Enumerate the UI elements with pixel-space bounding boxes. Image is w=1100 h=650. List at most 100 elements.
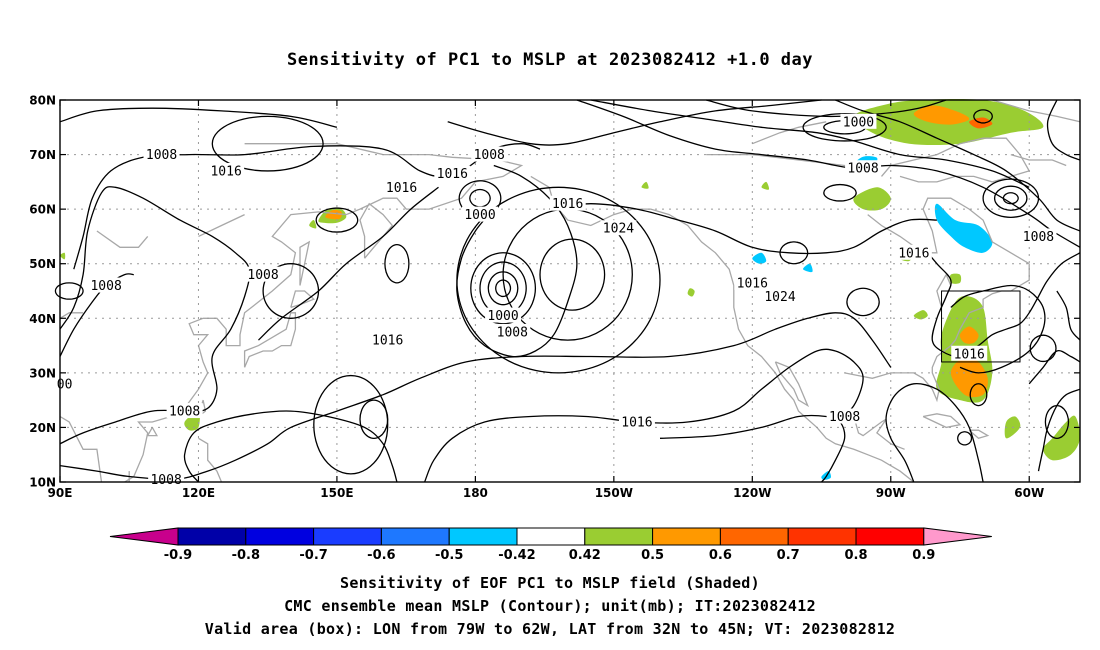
isobar-20 [1037, 388, 1081, 472]
caption-line-1: Sensitivity of EOF PC1 to MSLP field (Sh… [340, 574, 760, 592]
contour-label-22: 1008 [829, 410, 860, 425]
colorbar-label-0: -0.9 [164, 548, 192, 563]
shade-area-24 [641, 181, 649, 189]
map-frame [59, 99, 1081, 483]
isobar-closed-19 [823, 183, 857, 202]
contour-label-2: 1016 [386, 181, 417, 196]
contour-label-6: 1016 [552, 197, 583, 212]
contour-label-17: 1008 [497, 325, 528, 340]
contour-label-bg-1 [208, 162, 245, 178]
contour-label-bg-19 [951, 345, 988, 361]
lon-label-150E: 150E [320, 486, 353, 500]
colorbar-swatch-4 [448, 527, 518, 546]
contour-label-bg-10 [895, 244, 932, 260]
contour-label-bg-15 [762, 288, 798, 304]
isobar-18 [950, 284, 1046, 374]
colorbar-label-10: 0.8 [844, 548, 867, 563]
coastline-5 [299, 240, 311, 286]
colorbar-high-end [923, 527, 992, 546]
isobar-closed-23 [779, 241, 809, 265]
coastline-21 [1010, 153, 1067, 167]
lat-label-70N: 70N [29, 148, 56, 162]
contour-label-23: 00 [57, 377, 73, 392]
coastline-1 [124, 143, 524, 483]
shade-area-19 [803, 263, 813, 273]
isobar-closed-8 [469, 188, 491, 208]
isobar-21 [1056, 290, 1081, 341]
colorbar-label-11: 0.9 [912, 548, 935, 563]
isobar-4 [59, 312, 892, 481]
lon-label-90E: 90E [48, 486, 73, 500]
caption-line-3: Valid area (box): LON from 79W to 62W, L… [204, 620, 896, 638]
isobar-closed-4 [456, 186, 661, 374]
contour-label-10: 1016 [898, 246, 929, 261]
lat-label-80N: 80N [29, 94, 56, 108]
isobar-11 [590, 99, 1030, 188]
coastline-20 [992, 99, 1081, 123]
colorbar-label-1: -0.8 [232, 548, 260, 563]
contour-label-21: 1008 [169, 405, 200, 420]
contour-label-0: 1008 [146, 148, 177, 163]
isobar-closed-16 [359, 399, 389, 439]
shade-area-3 [949, 273, 962, 284]
shade-area-6 [934, 203, 993, 253]
contour-label-16: 1000 [487, 309, 518, 324]
coastline-13 [922, 413, 962, 429]
contour-label-bg-6 [549, 195, 586, 211]
shade-area-25 [761, 181, 770, 190]
contour-label-8: 1000 [843, 115, 874, 130]
colorbar-label-2: -0.7 [299, 548, 327, 563]
isobar-22 [1046, 99, 1081, 161]
contour-label-bg-16 [485, 307, 522, 323]
shade-area-15 [325, 209, 343, 220]
contour-label-7: 1024 [603, 222, 634, 237]
coastline-9 [530, 175, 915, 483]
shade-area-2 [959, 326, 979, 344]
contour-label-15: 1024 [764, 290, 795, 305]
contour-label-bg-9 [845, 160, 882, 176]
isobar-closed-25 [957, 431, 973, 446]
lon-label-150W: 150W [595, 486, 633, 500]
axis-ticks: 90E 120E 150E 180 150W 120W 90W 60W 80N 70N 60N 50N… [29, 94, 1080, 500]
contour-label-bg-2 [383, 179, 420, 195]
lat-label-40N: 40N [29, 312, 56, 326]
contour-labels: 1008101610161016100810001016102410001008… [54, 113, 1057, 488]
lat-label-20N: 20N [29, 421, 56, 435]
colorbar-label-8: 0.6 [709, 548, 732, 563]
contour-label-bg-3 [434, 165, 471, 181]
isobar-closed-5 [502, 208, 633, 341]
contour-label-9: 1008 [847, 162, 878, 177]
contour-label-bg-4 [471, 146, 508, 162]
contour-label-4: 1008 [474, 148, 505, 163]
coastline-11 [853, 416, 905, 450]
contour-label-13: 1008 [90, 279, 121, 294]
coastline-23 [59, 312, 84, 319]
contour-label-20: 1016 [621, 415, 652, 430]
isobar-closed-24 [969, 383, 988, 407]
isobar-14 [549, 203, 937, 255]
map-title: Sensitivity of PC1 to MSLP at 2023082412… [286, 50, 813, 70]
colorbar-label-9: 0.7 [777, 548, 800, 563]
coastline-2 [359, 202, 394, 259]
isobar-0 [59, 107, 338, 128]
coastline-7 [146, 427, 159, 437]
colorbar-swatch-10 [855, 527, 925, 546]
contour-label-bg-13 [88, 277, 125, 293]
isobar-7 [258, 186, 439, 341]
lon-label-120E: 120E [182, 486, 215, 500]
colorbar-swatch-3 [380, 527, 450, 546]
contour-label-bg-18 [369, 332, 406, 348]
colorbar-label-3: -0.6 [367, 548, 395, 563]
isobar-closed-20 [211, 115, 324, 172]
isobar-closed-26 [1029, 334, 1057, 363]
colorbar-swatch-7 [652, 527, 721, 546]
shade-area-18 [752, 252, 767, 264]
lat-label-60N: 60N [29, 203, 56, 217]
coastline-0 [59, 415, 103, 483]
mslp-contours [54, 99, 1081, 483]
shade-area-22 [60, 252, 66, 260]
contour-label-3: 1016 [437, 167, 468, 182]
coastline-24 [96, 230, 149, 248]
shade-area-1 [950, 356, 988, 398]
